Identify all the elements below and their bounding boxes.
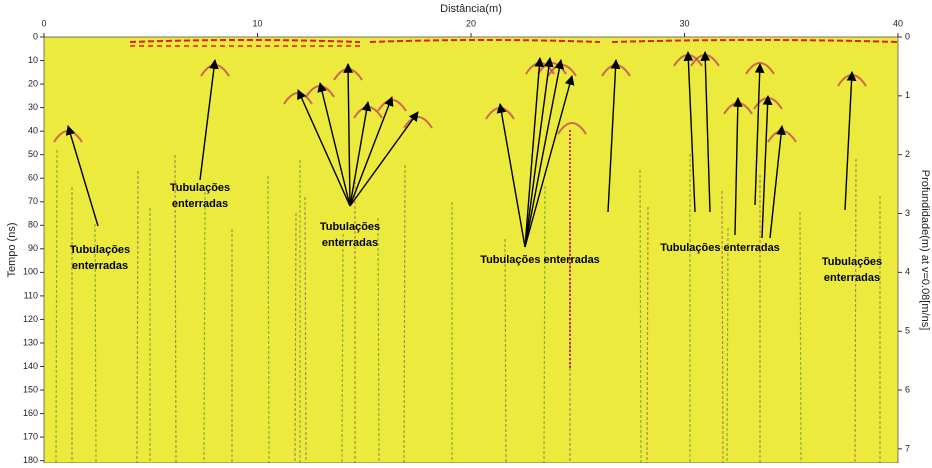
y-tick-label: 160 <box>23 408 38 418</box>
annotation: Tubulações enterradas <box>660 242 780 254</box>
x-tick-label: 30 <box>679 18 689 28</box>
annotation: Tubulações <box>170 182 230 194</box>
y-tick-label: 50 <box>28 149 38 159</box>
y2-tick-label: 6 <box>905 384 910 394</box>
y-tick-label: 180 <box>23 455 38 463</box>
y-tick-label: 120 <box>23 314 38 324</box>
annotation: Tubulações <box>822 256 882 268</box>
y2-tick-label: 1 <box>905 90 910 100</box>
y-tick-label: 30 <box>28 102 38 112</box>
y2-tick-label: 0 <box>905 31 910 41</box>
y2-tick-label: 3 <box>905 208 910 218</box>
y-tick-label: 80 <box>28 220 38 230</box>
annotation: Tubulações enterradas <box>480 254 600 266</box>
x-tick-label: 0 <box>41 18 46 28</box>
annotation: enterradas <box>824 272 880 284</box>
y-tick-label: 170 <box>23 431 38 441</box>
x-axis-label: Distância(m) <box>440 3 502 15</box>
y2-tick-label: 7 <box>905 443 910 453</box>
annotation: enterradas <box>72 260 128 272</box>
y-tick-label: 70 <box>28 196 38 206</box>
annotation: Tubulações <box>70 244 130 256</box>
y-tick-label: 20 <box>28 78 38 88</box>
y-tick-label: 100 <box>23 267 38 277</box>
x-tick-label: 20 <box>466 18 476 28</box>
y-tick-label: 110 <box>24 290 38 300</box>
y-tick-label: 90 <box>28 243 38 253</box>
annotation: enterradas <box>172 198 228 210</box>
y-axis-label: Tempo (ns) <box>6 222 18 277</box>
y2-tick-label: 5 <box>905 326 910 336</box>
chart: Distância(m) Tempo (ns) Profundidade(m) … <box>0 0 932 463</box>
annotation: Tubulações <box>320 221 380 233</box>
y-tick-label: 60 <box>28 173 38 183</box>
y2-tick-label: 2 <box>905 149 910 159</box>
y-tick-label: 130 <box>23 337 38 347</box>
y-tick-label: 0 <box>33 31 38 41</box>
y2-tick-label: 4 <box>905 267 910 277</box>
x-tick-label: 40 <box>893 18 903 28</box>
y-tick-label: 10 <box>28 55 38 65</box>
annotation: enterradas <box>322 237 378 249</box>
y-tick-label: 150 <box>23 384 38 394</box>
y-tick-label: 40 <box>28 126 38 136</box>
y2-axis-label: Profundidade(m) at v=0.08[m/ns] <box>919 170 931 331</box>
x-tick-label: 10 <box>252 18 262 28</box>
y-tick-label: 140 <box>23 361 38 371</box>
